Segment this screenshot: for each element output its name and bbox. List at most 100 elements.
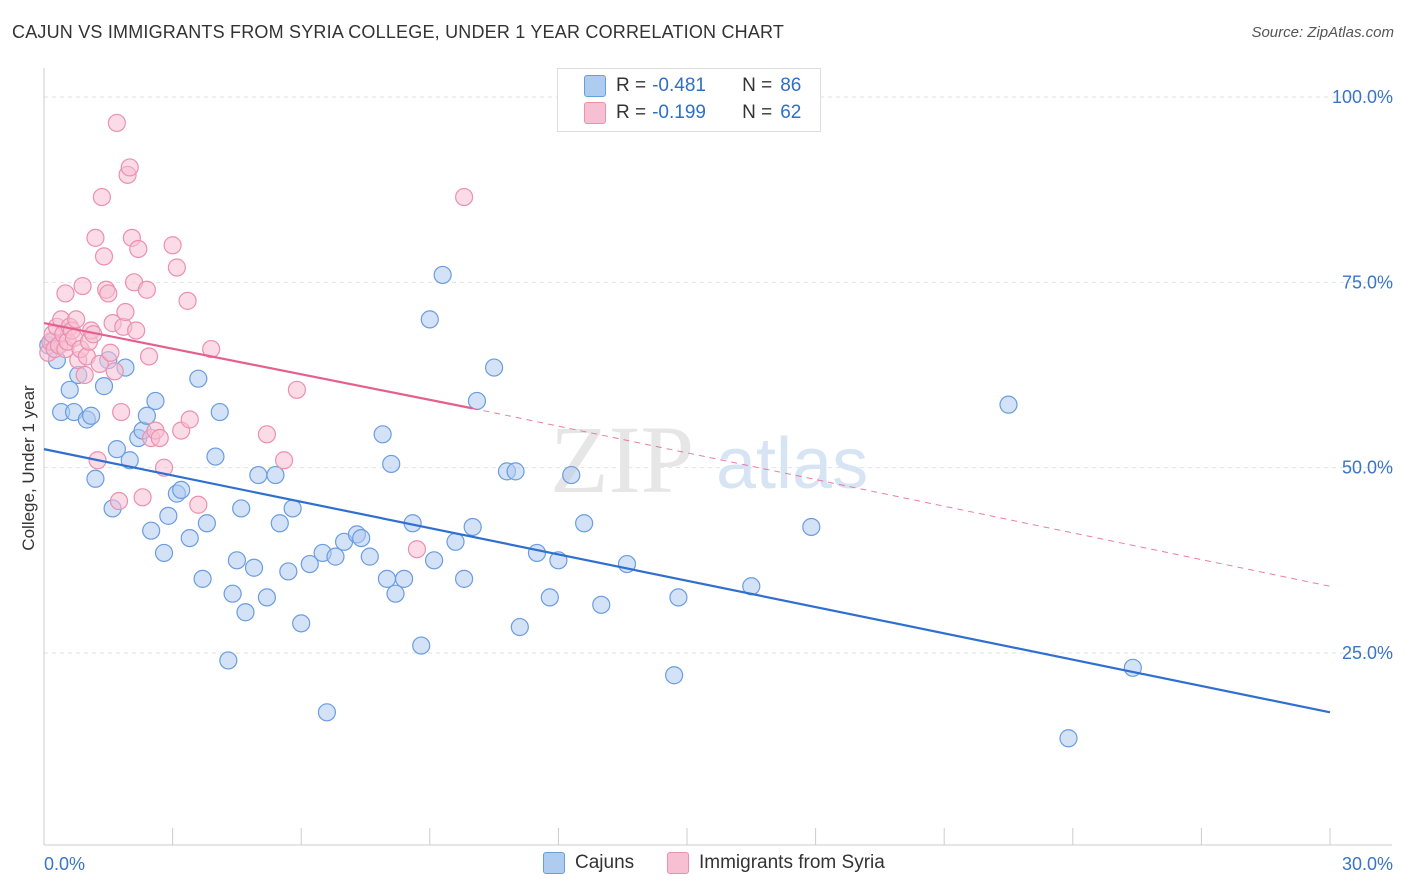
y-tick-label: 25.0% [1342, 643, 1393, 663]
syria-point [178, 291, 197, 310]
cajuns-point [244, 558, 264, 577]
syria-trend-extension [472, 407, 1331, 587]
cajuns-point [270, 514, 289, 533]
syria-point [139, 347, 159, 366]
cajuns-point [142, 521, 161, 540]
cajuns-point [669, 588, 688, 607]
data-points [39, 113, 1142, 748]
cajuns-point [206, 447, 225, 466]
legend-r-label: R = [616, 102, 647, 123]
cajuns-point [386, 584, 405, 603]
cajuns-point [562, 465, 581, 485]
legend-n-value-cajuns: 86 [780, 75, 802, 96]
cajuns-point [227, 551, 246, 570]
legend-r-label: R = [616, 75, 647, 96]
cajuns-point [60, 380, 79, 399]
syria-point [163, 236, 182, 255]
syria-point [127, 321, 146, 340]
cajuns-point [1059, 729, 1078, 748]
cajuns-point [219, 651, 238, 670]
legend-swatch-cajuns [584, 75, 606, 97]
cajuns-point [317, 703, 337, 722]
chart-source: Source: ZipAtlas.com [1251, 24, 1394, 41]
cajuns-point [360, 547, 379, 566]
chart-title: CAJUN VS IMMIGRANTS FROM SYRIA COLLEGE, … [12, 22, 785, 42]
cajuns-point [94, 377, 114, 396]
legend-row-cajuns: R = -0.481 N = 86 [584, 73, 801, 99]
cajuns-point [279, 562, 298, 581]
syria-point [120, 158, 139, 177]
bottom-legend-syria: Immigrants from Syria [667, 852, 885, 874]
syria-point [86, 228, 105, 247]
cajuns-point [527, 543, 547, 563]
legend-n-value-syria: 62 [780, 102, 802, 123]
x-tick-label-min: 0.0% [44, 854, 85, 874]
cajuns-point [665, 666, 684, 685]
y-tick-label: 75.0% [1342, 272, 1393, 292]
syria-point [133, 488, 152, 507]
cajuns-point [510, 617, 529, 637]
cajuns-point [802, 517, 821, 537]
cajuns-point [189, 369, 208, 388]
cajuns-point [999, 395, 1018, 414]
bottom-legend-swatch-syria [667, 852, 689, 874]
cajuns-point [257, 588, 277, 607]
bottom-legend-cajuns: Cajuns [543, 852, 634, 874]
syria-point [257, 425, 277, 444]
cajuns-point [137, 406, 156, 425]
cajuns-point [283, 499, 302, 518]
syria-point [109, 491, 129, 511]
cajuns-point [120, 451, 139, 470]
syria-point [94, 247, 114, 266]
cajuns-point [540, 588, 559, 607]
cajuns-point [420, 310, 439, 329]
cajuns-point [86, 469, 105, 488]
cajuns-point [433, 265, 452, 285]
cajuns-point [82, 406, 101, 425]
syria-point [101, 343, 120, 362]
bottom-legend-label-syria: Immigrants from Syria [699, 852, 885, 873]
syria-point [75, 365, 94, 385]
y-tick-label: 100.0% [1332, 87, 1393, 107]
cajuns-trend-line [43, 448, 1331, 714]
cajuns-point [266, 465, 285, 485]
syria-point [92, 187, 111, 207]
syria-point [67, 310, 86, 329]
cajuns-point [172, 480, 191, 500]
syria-point [56, 284, 75, 303]
cajuns-point [300, 554, 319, 574]
cajuns-point [394, 569, 414, 588]
legend: R = -0.481 N = 86 R = -0.199 N = 62 [557, 68, 821, 132]
cajuns-point [424, 551, 444, 570]
cajuns-point [154, 543, 174, 563]
cajuns-point [180, 528, 199, 548]
legend-r-value-syria: -0.199 [652, 102, 706, 123]
syria-point [137, 280, 156, 299]
syria-trend-line [43, 322, 473, 410]
watermark-zip: ZIP [550, 406, 694, 513]
legend-r-value-cajuns: -0.481 [652, 75, 706, 96]
cajuns-point [249, 465, 268, 485]
y-tick-label: 50.0% [1342, 458, 1393, 478]
cajuns-point [382, 454, 401, 474]
syria-point [202, 339, 221, 359]
syria-point [105, 362, 124, 381]
bottom-legend-swatch-cajuns [543, 852, 565, 874]
cajuns-point [446, 532, 465, 551]
syria-point [454, 187, 474, 207]
cajuns-point [292, 614, 311, 633]
cajuns-point [326, 547, 345, 566]
syria-point [287, 380, 307, 399]
legend-n-label: N = [742, 102, 773, 123]
syria-point [99, 284, 118, 303]
legend-row-syria: R = -0.199 N = 62 [584, 100, 801, 126]
syria-point [150, 428, 169, 448]
y-tick-labels: 100.0% 75.0% 50.0% 25.0% [1332, 87, 1393, 663]
cajuns-point [467, 391, 487, 411]
cajuns-point [412, 636, 431, 655]
watermark: ZIP atlas [550, 406, 868, 513]
syria-point [407, 540, 427, 559]
cajuns-point [146, 391, 165, 411]
